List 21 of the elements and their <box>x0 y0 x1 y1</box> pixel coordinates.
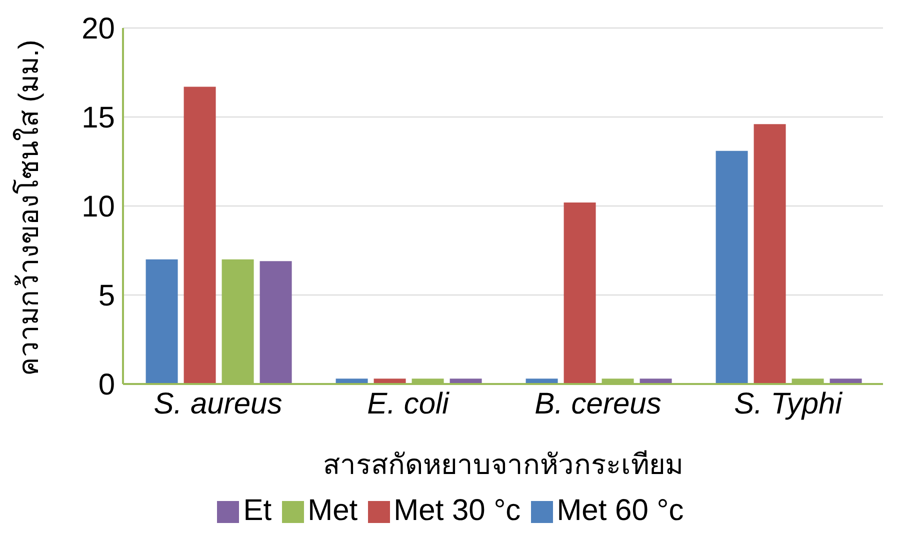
x-tick-label: S. Typhi <box>734 387 844 420</box>
bar <box>146 259 178 384</box>
bar <box>564 202 596 384</box>
y-axis-title: ความกว้างของโซนใส (มม.) <box>12 40 44 376</box>
y-tick-label: 20 <box>82 12 115 46</box>
x-tick-label: B. cereus <box>534 387 662 420</box>
legend-label: Met 30 °c <box>394 494 521 527</box>
legend-label: Met 60 °c <box>556 494 684 527</box>
bar <box>184 86 216 384</box>
y-tick-label: 0 <box>98 368 115 402</box>
x-axis-title: สารสกัดหยาบจากหัวกระเทียม <box>323 449 683 480</box>
y-tick-label: 5 <box>98 280 115 313</box>
legend-label: Et <box>243 494 272 527</box>
y-tick-label: 10 <box>82 190 115 224</box>
bar <box>754 124 786 384</box>
bar <box>716 150 748 384</box>
x-tick-label: E. coli <box>367 387 450 420</box>
x-tick-label: S. aureus <box>154 387 282 420</box>
bar <box>260 261 292 384</box>
legend-label: Met <box>308 494 358 527</box>
y-tick-label: 15 <box>82 102 115 135</box>
